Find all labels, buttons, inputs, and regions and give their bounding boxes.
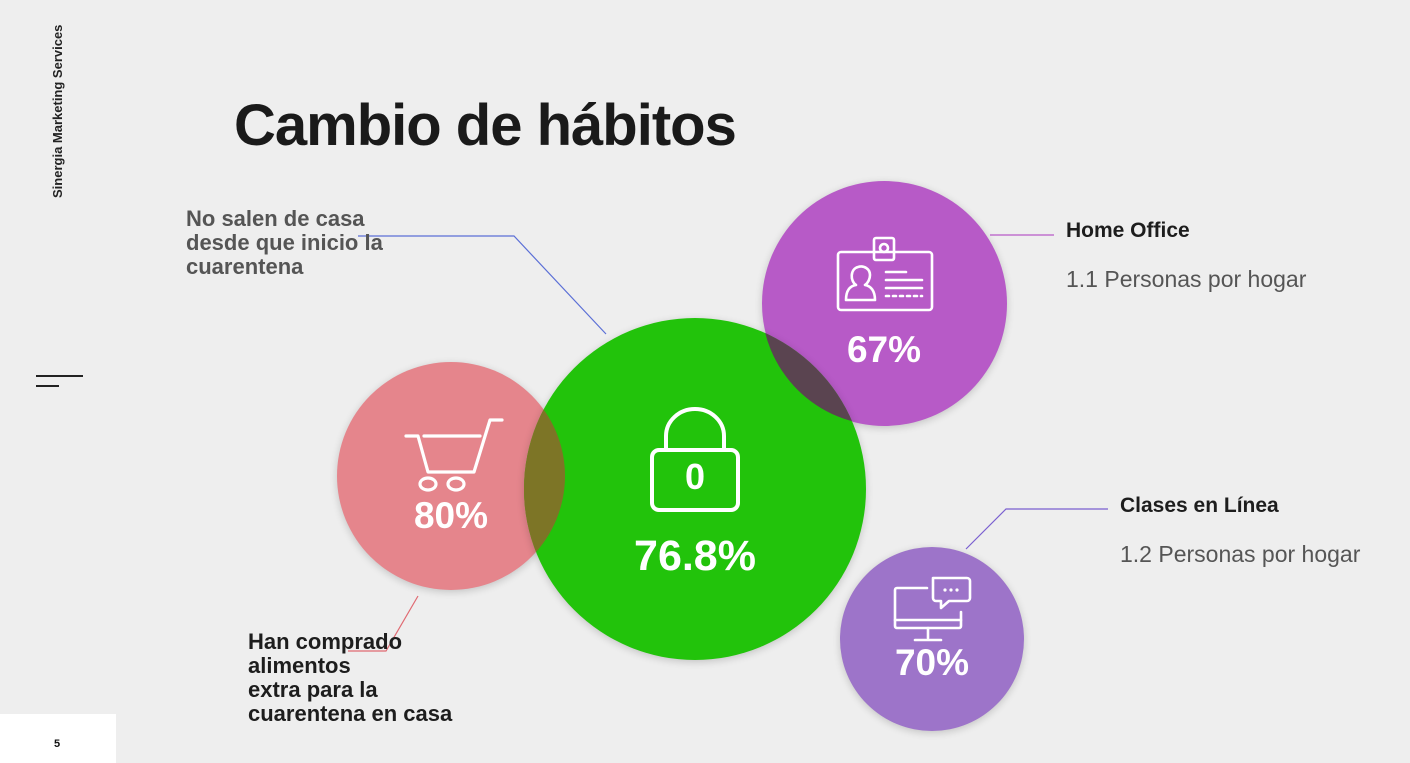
home-office-subtitle: 1.1 Personas por hogar xyxy=(1066,266,1307,292)
lockdown-percentage: 76.8% xyxy=(634,532,756,580)
clases-subtitle: 1.2 Personas por hogar xyxy=(1120,541,1361,567)
shopping-percentage: 80% xyxy=(413,495,489,536)
connector-no-salen xyxy=(358,235,607,335)
classes-percentage: 70% xyxy=(894,642,970,683)
padlock-digit: 0 xyxy=(684,456,706,497)
menu-line-long[interactable] xyxy=(36,375,83,377)
shopping-cart-icon xyxy=(404,418,504,492)
home-office-percentage: 67% xyxy=(846,329,922,370)
slide-title: Cambio de hábitos xyxy=(234,93,737,158)
clases-title: Clases en Línea xyxy=(1120,494,1279,517)
menu-line-short[interactable] xyxy=(36,385,59,387)
home-office-title: Home Office xyxy=(1066,219,1190,242)
annotation-han-comprado: Han comprado alimentos extra para la cua… xyxy=(248,629,453,726)
page-number-box xyxy=(0,714,116,763)
id-badge-icon xyxy=(836,236,934,312)
connector-clases xyxy=(965,508,1108,550)
connector-han-comprado xyxy=(348,595,419,652)
annotation-no-salen: No salen de casa desde que inicio la cua… xyxy=(186,206,383,279)
page-number: 5 xyxy=(54,738,61,750)
monitor-chat-icon xyxy=(893,576,972,642)
padlock-icon xyxy=(650,407,740,512)
